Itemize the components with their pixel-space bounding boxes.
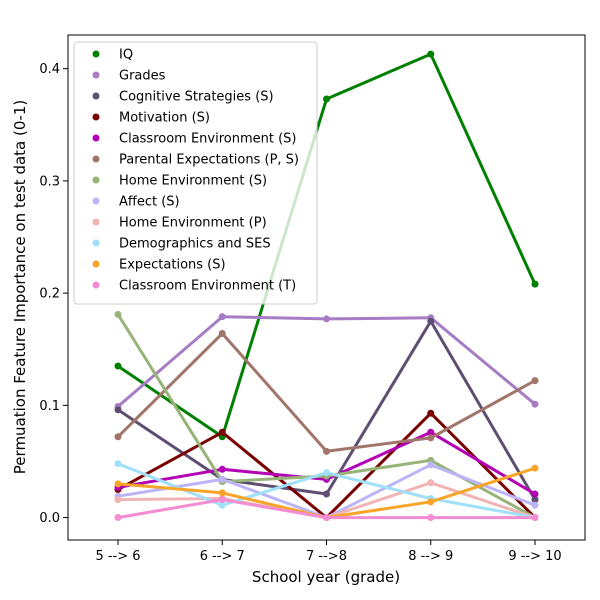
data-point — [427, 317, 435, 325]
legend-marker — [92, 92, 100, 100]
legend-label: IQ — [119, 48, 133, 63]
data-point — [531, 464, 539, 472]
legend-marker — [92, 260, 100, 268]
legend-item: IQ — [92, 48, 133, 63]
data-point — [218, 330, 226, 338]
legend-item: Grades — [92, 69, 166, 84]
data-point — [114, 514, 122, 522]
legend-label: Classroom Environment (T) — [119, 279, 296, 294]
y-axis: 0.0 0.1 0.2 0.3 0.4 — [39, 62, 68, 526]
legend-label: Expectations (S) — [119, 258, 226, 273]
legend-item: Classroom Environment (S) — [92, 132, 297, 147]
data-point — [531, 490, 539, 498]
data-point — [323, 490, 330, 498]
legend-marker — [92, 134, 100, 142]
y-tick-label: 0.1 — [39, 399, 60, 414]
data-point — [427, 479, 435, 487]
x-axis-label: School year (grade) — [252, 568, 400, 586]
data-point — [218, 313, 226, 321]
legend-label: Grades — [119, 69, 166, 84]
legend-item: Expectations (S) — [92, 258, 226, 273]
data-point — [531, 514, 539, 522]
series-5 — [114, 330, 539, 455]
series-layer — [114, 50, 539, 522]
legend-marker — [92, 281, 100, 289]
x-tick-label: 7 -->8 — [306, 549, 347, 564]
legend-label: Cognitive Strategies (S) — [119, 90, 274, 105]
legend-marker — [92, 239, 100, 247]
data-point — [114, 496, 122, 504]
legend-marker — [92, 155, 100, 163]
data-point — [218, 489, 226, 497]
legend-label: Home Environment (P) — [119, 216, 267, 231]
legend-label: Parental Expectations (P, S) — [119, 153, 299, 168]
data-point — [427, 498, 435, 506]
data-point — [323, 447, 330, 455]
legend-item: Classroom Environment (T) — [92, 279, 296, 294]
data-point — [323, 315, 330, 323]
legend-marker — [92, 176, 100, 184]
legend-marker — [92, 113, 100, 121]
data-point — [531, 501, 539, 509]
data-point — [114, 433, 122, 441]
y-tick-label: 0.3 — [39, 174, 60, 189]
legend-item: Affect (S) — [92, 195, 180, 210]
legend-item: Demographics and SES — [92, 237, 271, 252]
legend-item: Parental Expectations (P, S) — [92, 153, 299, 168]
x-tick-label: 9 --> 10 — [508, 549, 561, 564]
legend-item: Home Environment (S) — [92, 174, 267, 189]
data-point — [531, 377, 539, 385]
data-point — [114, 310, 122, 318]
data-point — [218, 465, 226, 473]
data-point — [427, 428, 435, 436]
data-point — [218, 475, 226, 483]
legend: IQ Grades Cognitive Strategies (S) Motivati… — [73, 41, 318, 305]
data-point — [427, 50, 435, 58]
x-axis: 5 --> 6 6 --> 7 7 -->8 8 --> 9 9 --> 10 — [95, 540, 562, 564]
y-tick-label: 0.4 — [39, 62, 60, 77]
data-point — [218, 496, 226, 504]
data-point — [114, 480, 122, 488]
data-point — [531, 400, 539, 408]
legend-marker — [92, 197, 100, 205]
series-11 — [114, 496, 539, 522]
data-point — [218, 501, 226, 509]
data-point — [114, 362, 122, 370]
data-point — [323, 514, 330, 522]
x-tick-label: 8 --> 9 — [408, 549, 453, 564]
y-tick-label: 0.0 — [39, 511, 60, 526]
legend-label: Home Environment (S) — [119, 174, 267, 189]
legend-label: Motivation (S) — [119, 111, 210, 126]
data-point — [218, 428, 226, 436]
data-point — [114, 460, 122, 468]
legend-label: Affect (S) — [119, 195, 180, 210]
legend-marker — [92, 50, 100, 58]
legend-label: Classroom Environment (S) — [119, 132, 297, 147]
data-point — [427, 434, 435, 442]
data-point — [427, 409, 435, 417]
data-point — [531, 280, 539, 288]
data-point — [531, 496, 539, 504]
legend-item: Home Environment (P) — [92, 216, 267, 231]
legend-label: Demographics and SES — [119, 237, 271, 252]
y-tick-label: 0.2 — [39, 287, 60, 302]
data-point — [114, 406, 122, 414]
x-tick-label: 6 --> 7 — [200, 549, 245, 564]
legend-box — [73, 41, 318, 305]
legend-marker — [92, 218, 100, 226]
data-point — [427, 514, 435, 522]
y-axis-label: Permuation Feature Importance on test da… — [11, 100, 29, 474]
x-tick-label: 5 --> 6 — [95, 549, 140, 564]
legend-item: Cognitive Strategies (S) — [92, 90, 274, 105]
data-point — [427, 461, 435, 469]
data-point — [323, 95, 330, 103]
legend-item: Motivation (S) — [92, 111, 210, 126]
data-point — [323, 469, 330, 477]
series-0 — [114, 50, 539, 441]
legend-marker — [92, 71, 100, 79]
